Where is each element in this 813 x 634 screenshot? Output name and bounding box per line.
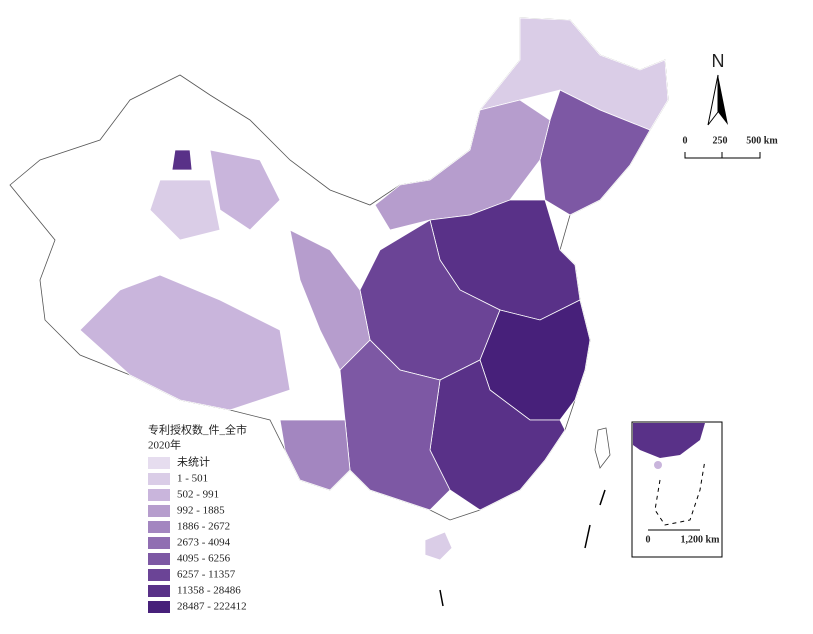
legend-swatch [148, 537, 170, 549]
legend: 专利授权数_件_全市 2020年 未统计 1 - 501 502 - 991 992 … [148, 423, 247, 613]
legend-label: 502 - 991 [177, 489, 219, 501]
legend-swatch [148, 521, 170, 533]
north-arrow: N [707, 51, 728, 126]
north-label: N [712, 51, 725, 71]
island-marks [439, 489, 606, 607]
legend-swatch [148, 585, 170, 597]
legend-swatch [148, 601, 170, 613]
legend-swatch [148, 473, 170, 485]
legend-title: 专利授权数_件_全市 [148, 423, 247, 437]
legend-label: 2673 - 4094 [177, 537, 231, 549]
scale-label: 0 [683, 135, 688, 146]
scale-bar [684, 152, 761, 159]
inset-scale-label: 0 [646, 534, 651, 545]
region-xinjiang-c [171, 149, 193, 171]
legend-swatch [148, 457, 170, 469]
legend-swatch [148, 553, 170, 565]
legend-swatch [148, 489, 170, 501]
region-tibet [79, 274, 291, 411]
legend-label: 1886 - 2672 [177, 521, 230, 533]
legend-label: 未统计 [177, 456, 210, 469]
legend-subtitle: 2020年 [148, 438, 181, 452]
region-xinjiang-a [209, 149, 281, 231]
legend-label: 11358 - 28486 [177, 585, 241, 597]
inset [631, 421, 723, 558]
legend-label: 28487 - 222412 [177, 601, 247, 613]
legend-swatch [148, 505, 170, 517]
legend-label: 1 - 501 [177, 473, 208, 485]
legend-swatch [148, 569, 170, 581]
region-taiwan [594, 427, 611, 469]
legend-label: 4095 - 6256 [177, 553, 231, 565]
inset-scale-label: 1,200 km [681, 534, 721, 545]
legend-label: 992 - 1885 [177, 505, 225, 517]
scale-label: 250 [713, 135, 728, 146]
region-xinjiang-b [149, 179, 221, 241]
region-gansu [289, 229, 371, 371]
region-yunnan [279, 419, 351, 491]
legend-label: 6257 - 11357 [177, 569, 236, 581]
scale-label: 500 km [746, 135, 778, 146]
region-hainan [424, 531, 453, 561]
